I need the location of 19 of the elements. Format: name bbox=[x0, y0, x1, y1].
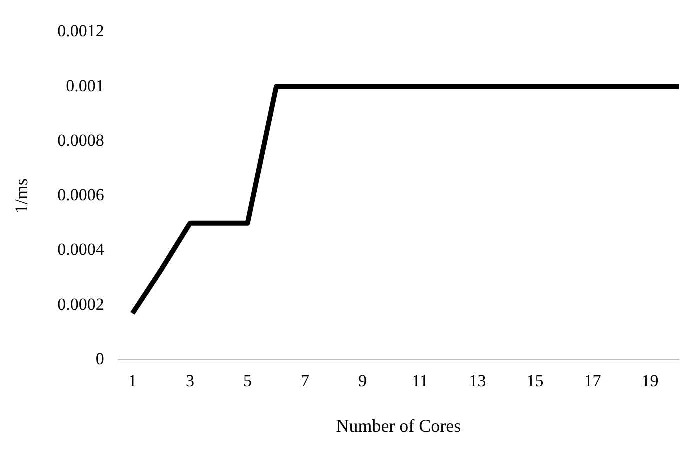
x-tick-label: 9 bbox=[358, 372, 367, 391]
y-axis-title: 1/ms bbox=[12, 178, 32, 214]
x-tick-label: 7 bbox=[300, 372, 310, 391]
y-tick-label: 0.0002 bbox=[58, 294, 104, 314]
x-tick-label: 15 bbox=[526, 372, 544, 391]
x-tick-label: 11 bbox=[412, 372, 428, 391]
y-tick-label: 0.001 bbox=[66, 76, 104, 96]
y-tick-label: 0.0006 bbox=[58, 186, 104, 205]
y-tick-label: 0.0004 bbox=[58, 240, 105, 260]
y-tick-label: 0.0008 bbox=[58, 130, 104, 150]
y-tick-label: 0 bbox=[96, 349, 104, 368]
x-tick-label: 1 bbox=[128, 372, 137, 391]
x-tick-label: 3 bbox=[186, 372, 194, 391]
y-tick-label: 0.0012 bbox=[58, 22, 104, 41]
x-axis-title: Number of Cores bbox=[336, 416, 462, 436]
x-tick-label: 13 bbox=[469, 372, 486, 391]
x-tick-label: 17 bbox=[584, 372, 602, 391]
x-tick-label: 19 bbox=[642, 372, 659, 391]
x-tick-label: 5 bbox=[243, 372, 252, 391]
